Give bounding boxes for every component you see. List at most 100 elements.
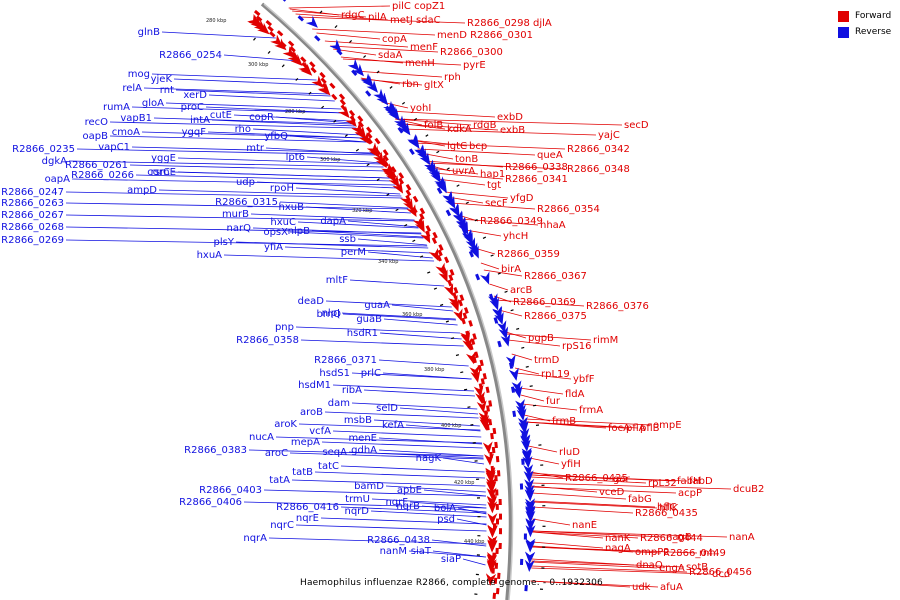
reverse-connector — [252, 227, 422, 235]
position-tick — [455, 354, 460, 357]
legend-forward-label: Forward — [855, 11, 892, 21]
reverse-gene-label: xerD — [183, 90, 207, 101]
reverse-connector — [378, 359, 469, 367]
forward-gene-label: ompP2 — [635, 547, 670, 558]
forward-gene-block — [453, 286, 459, 294]
forward-gene-label: pyrE — [463, 60, 486, 71]
forward-connector — [312, 28, 436, 36]
reverse-gene-label: corC — [147, 167, 170, 178]
reverse-gene-label: R2866_0358 — [236, 335, 299, 346]
forward-gene-block — [496, 470, 501, 477]
reverse-gene-label: hsdR1 — [347, 328, 378, 339]
reverse-gene-label: R2866_0268 — [1, 222, 64, 233]
forward-connector — [531, 492, 627, 500]
forward-gene-feature — [487, 524, 498, 537]
reverse-gene-block — [280, 0, 287, 2]
forward-gene-block — [498, 498, 502, 506]
forward-gene-feature — [253, 19, 267, 32]
reverse-gene-label: R2866_0267 — [1, 210, 64, 221]
gene-features — [247, 0, 536, 600]
reverse-connector — [131, 106, 345, 114]
forward-gene-block — [349, 115, 356, 122]
reverse-gene-block — [475, 273, 481, 281]
forward-gene-block — [498, 513, 503, 520]
forward-gene-label: rimM — [593, 335, 618, 346]
reverse-gene-label: ygqF — [182, 127, 207, 138]
reverse-gene-label: R2866_0315 — [215, 197, 278, 208]
reverse-gene-label: siaT — [411, 546, 432, 557]
position-tick — [445, 320, 450, 323]
reverse-gene-feature — [468, 242, 478, 256]
forward-connector — [531, 567, 711, 575]
forward-connector — [295, 13, 389, 21]
forward-gene-label: nanA — [729, 532, 755, 543]
forward-connector — [395, 118, 623, 126]
forward-connector — [531, 565, 688, 573]
reverse-connector — [295, 326, 460, 334]
position-tick — [355, 148, 360, 152]
position-tick — [376, 178, 380, 181]
reverse-gene-feature — [360, 73, 372, 86]
reverse-gene-label: tatC — [318, 461, 339, 472]
forward-gene-label: R2866_0376 — [586, 301, 649, 312]
forward-connector — [445, 191, 509, 199]
forward-gene-feature — [476, 400, 487, 413]
forward-gene-block — [405, 189, 412, 197]
reverse-gene-label: aroB — [300, 407, 323, 418]
forward-swatch — [838, 10, 849, 22]
reverse-gene-feature — [525, 501, 536, 514]
forward-connector — [292, 10, 367, 18]
forward-gene-label: R2866_0375 — [524, 311, 587, 322]
forward-gene-label: R2866_0300 — [440, 47, 503, 58]
reverse-gene-label: mepA — [291, 437, 320, 448]
forward-gene-block — [495, 547, 499, 554]
reverse-connector — [223, 254, 435, 262]
forward-connector — [288, 5, 391, 9]
forward-gene-label: pflB — [640, 423, 660, 434]
forward-gene-block — [383, 160, 390, 167]
position-tick — [482, 236, 487, 239]
reverse-gene-block — [297, 15, 305, 22]
position-tick — [533, 404, 537, 407]
reverse-gene-feature — [525, 519, 536, 531]
kbp-label: 280 kbp — [206, 18, 226, 24]
position-tick — [281, 64, 285, 68]
reverse-gene-label: rumA — [103, 102, 130, 113]
position-tick — [401, 101, 406, 105]
forward-gene-block — [348, 109, 356, 117]
reverse-connector — [207, 131, 364, 139]
forward-gene-label: dnaQ — [636, 560, 663, 571]
forward-gene-block — [425, 225, 432, 232]
reverse-connector — [421, 505, 487, 513]
forward-gene-label: dcuB2 — [733, 484, 764, 495]
reverse-gene-label: kefA — [382, 420, 404, 431]
reverse-gene-feature — [509, 367, 519, 381]
forward-gene-block — [357, 120, 364, 128]
forward-gene-block — [480, 378, 485, 385]
reverse-gene-label: vapC1 — [98, 142, 130, 153]
forward-gene-label: focA — [608, 423, 630, 434]
reverse-gene-label: yjeK — [151, 74, 173, 85]
reverse-connector — [68, 160, 384, 168]
forward-gene-label: lgtC — [447, 141, 467, 152]
forward-connector — [395, 118, 472, 126]
reverse-gene-label: nqrA — [243, 533, 267, 544]
position-tick — [412, 239, 416, 243]
forward-gene-block — [287, 40, 295, 47]
reverse-gene-label: recO — [85, 117, 109, 128]
position-tick — [436, 150, 440, 154]
reverse-gene-label: vapB1 — [120, 113, 152, 124]
forward-connector — [532, 500, 656, 508]
position-tick — [497, 272, 501, 275]
forward-gene-label: R2866_0298 djlA — [467, 18, 552, 29]
forward-gene-block — [431, 237, 438, 244]
forward-gene-label: rdgC — [341, 10, 365, 21]
reverse-connector — [235, 241, 429, 249]
kbp-label: 420 kbp — [454, 480, 474, 486]
forward-gene-label: afuA — [660, 582, 683, 593]
position-tick — [413, 117, 418, 121]
forward-gene-block — [490, 465, 495, 473]
forward-gene-block — [309, 61, 316, 68]
reverse-gene-label: brnQ — [317, 309, 342, 320]
reverse-connector — [305, 206, 411, 214]
